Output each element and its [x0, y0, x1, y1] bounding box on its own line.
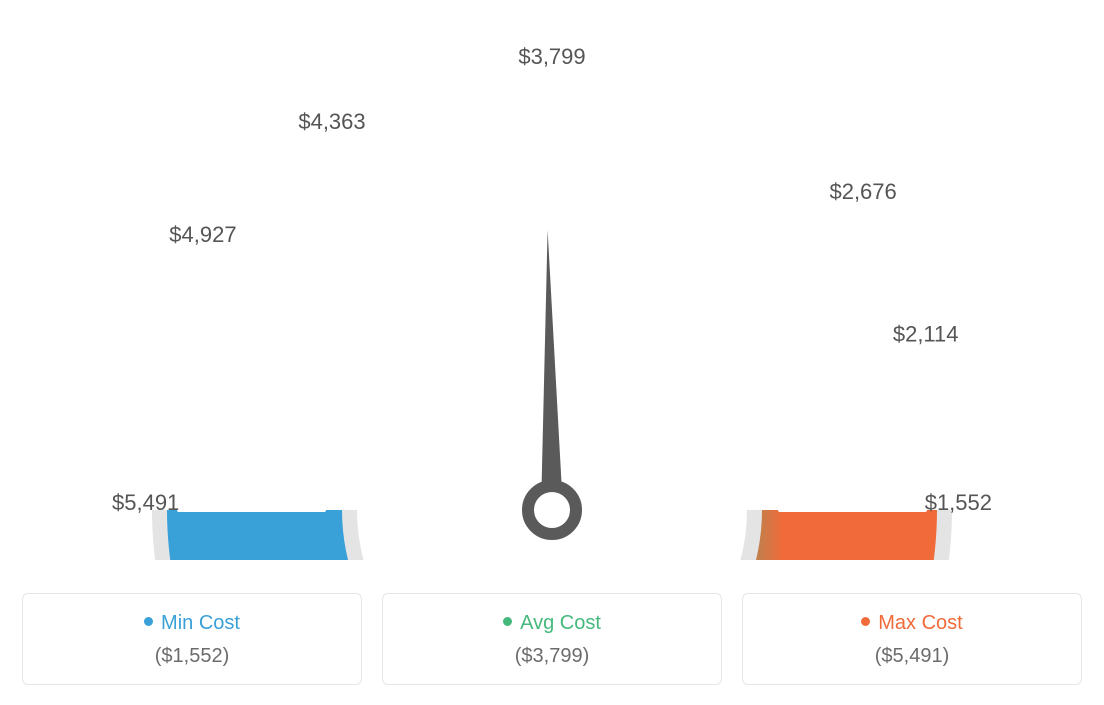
gauge-svg: $1,552 $2,114 $2,676 $3,799 $4,363 $4,927 $5,4… — [22, 20, 1082, 560]
legend-title-avg: Avg Cost — [403, 612, 701, 635]
legend-value-max: ($5,491) — [763, 645, 1061, 668]
gauge-tick-label: $1,552 — [925, 490, 992, 515]
gauge-tick-major — [288, 246, 391, 349]
gauge-tick-major — [713, 246, 816, 349]
gauge-tick-major — [409, 165, 464, 299]
legend-row: Min Cost ($1,552) Avg Cost ($3,799) Max … — [22, 593, 1082, 685]
gauge-tick-major — [207, 367, 341, 422]
gauge-tick-label: $4,363 — [298, 109, 365, 134]
gauge-needle-hub — [528, 486, 576, 534]
gauge-tick-label: $4,927 — [169, 222, 236, 247]
legend-title-min: Min Cost — [43, 612, 341, 635]
legend-dot-avg — [503, 617, 512, 626]
legend-dot-min — [144, 617, 153, 626]
gauge-tick-label: $5,491 — [112, 490, 179, 515]
gauge-tick-major — [639, 165, 694, 299]
gauge-tick-minor — [834, 437, 918, 454]
legend-title-max-text: Max Cost — [878, 612, 962, 634]
gauge-tick-minor — [242, 303, 313, 351]
gauge-tick-major — [763, 367, 897, 422]
cost-gauge-chart: $1,552 $2,114 $2,676 $3,799 $4,363 $4,927 $5,4… — [22, 20, 1082, 565]
gauge-tick-minor — [479, 144, 496, 228]
legend-card-max: Max Cost ($5,491) — [742, 593, 1082, 685]
gauge-tick-minor — [712, 200, 760, 271]
legend-title-max: Max Cost — [763, 612, 1061, 635]
gauge-tick-label: $3,799 — [518, 44, 585, 69]
legend-value-min: ($1,552) — [43, 645, 341, 668]
gauge-tick-label: $2,676 — [829, 179, 896, 204]
gauge-tick-minor — [186, 437, 270, 454]
legend-title-min-text: Min Cost — [161, 612, 240, 634]
gauge-tick-minor — [791, 303, 862, 351]
gauge-tick-minor — [345, 200, 393, 271]
legend-card-min: Min Cost ($1,552) — [22, 593, 362, 685]
legend-title-avg-text: Avg Cost — [520, 612, 601, 634]
gauge-tick-label: $2,114 — [893, 322, 959, 347]
legend-value-avg: ($3,799) — [403, 645, 701, 668]
legend-dot-max — [861, 617, 870, 626]
legend-card-avg: Avg Cost ($3,799) — [382, 593, 722, 685]
gauge-tick-minor — [608, 144, 625, 228]
